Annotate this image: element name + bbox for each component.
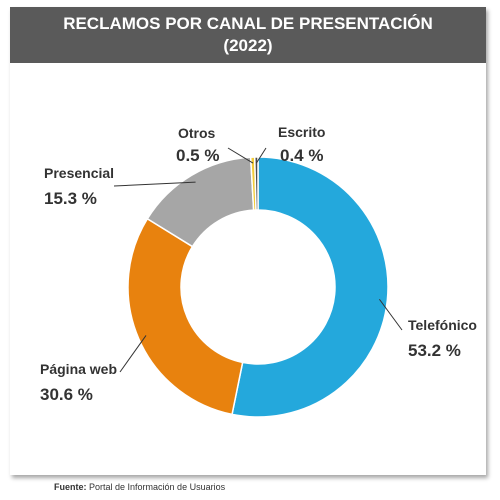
label-value-presencial: 15.3 %	[44, 189, 97, 208]
slice-telefonico	[231, 156, 389, 418]
leader-line-pagina-web	[119, 335, 147, 373]
label-name-pagina-web: Página web	[40, 361, 117, 377]
label-name-otros: Otros	[178, 125, 216, 141]
label-value-telefonico: 53.2 %	[408, 341, 461, 360]
label-value-escrito: 0.4 %	[280, 146, 323, 165]
slice-escrito	[253, 156, 259, 211]
leader-line-presencial	[113, 181, 196, 187]
chart-subtitle-year: (2022)	[223, 36, 273, 55]
source-footer: Fuente: Portal de Información de Usuario…	[54, 482, 225, 492]
label-name-presencial: Presencial	[44, 165, 114, 181]
source-label: Fuente:	[54, 482, 87, 492]
chart-title: RECLAMOS POR CANAL DE PRESENTACIÓN	[63, 14, 433, 33]
source-text: Portal de Información de Usuarios	[89, 482, 226, 492]
slice-pagina-web	[127, 217, 244, 416]
label-name-escrito: Escrito	[278, 124, 325, 140]
leader-line-escrito	[256, 147, 267, 164]
label-value-otros: 0.5 %	[176, 146, 219, 165]
label-value-pagina-web: 30.6 %	[40, 385, 93, 404]
leader-line-telefonico	[378, 298, 403, 331]
leader-line-otros	[227, 147, 254, 164]
label-name-telefonico: Telefónico	[408, 317, 477, 333]
chart-header: RECLAMOS POR CANAL DE PRESENTACIÓN (2022…	[10, 7, 486, 63]
